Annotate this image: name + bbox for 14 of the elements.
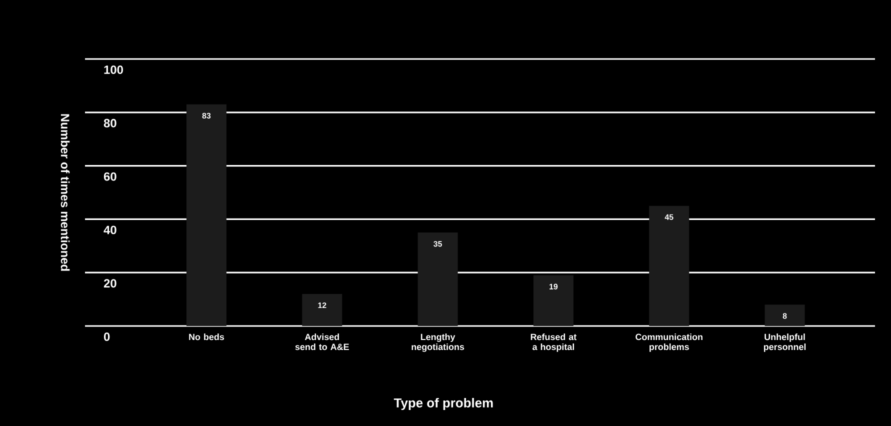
x-tick-label: Unhelpful personnel (764, 334, 806, 352)
x-tick-label: Refused at a hospital (530, 334, 577, 352)
y-axis-title: Number of times mentioned (60, 114, 70, 271)
x-tick-label: No beds (189, 334, 224, 340)
x-tick-label: Communication problems (636, 334, 702, 352)
y-tick-label: 100 (104, 66, 123, 74)
x-tick-label: Advised send to A&E (295, 334, 349, 350)
y-tick-label: 20 (104, 279, 116, 288)
x-axis-title: Type of problem (394, 398, 493, 410)
y-tick-label: 80 (104, 118, 116, 128)
x-tick-label: Lengthy negotiations (412, 334, 464, 352)
y-tick-label: 0 (104, 332, 110, 341)
y-tick-label: 40 (104, 226, 116, 234)
y-tick-label: 60 (104, 172, 116, 181)
